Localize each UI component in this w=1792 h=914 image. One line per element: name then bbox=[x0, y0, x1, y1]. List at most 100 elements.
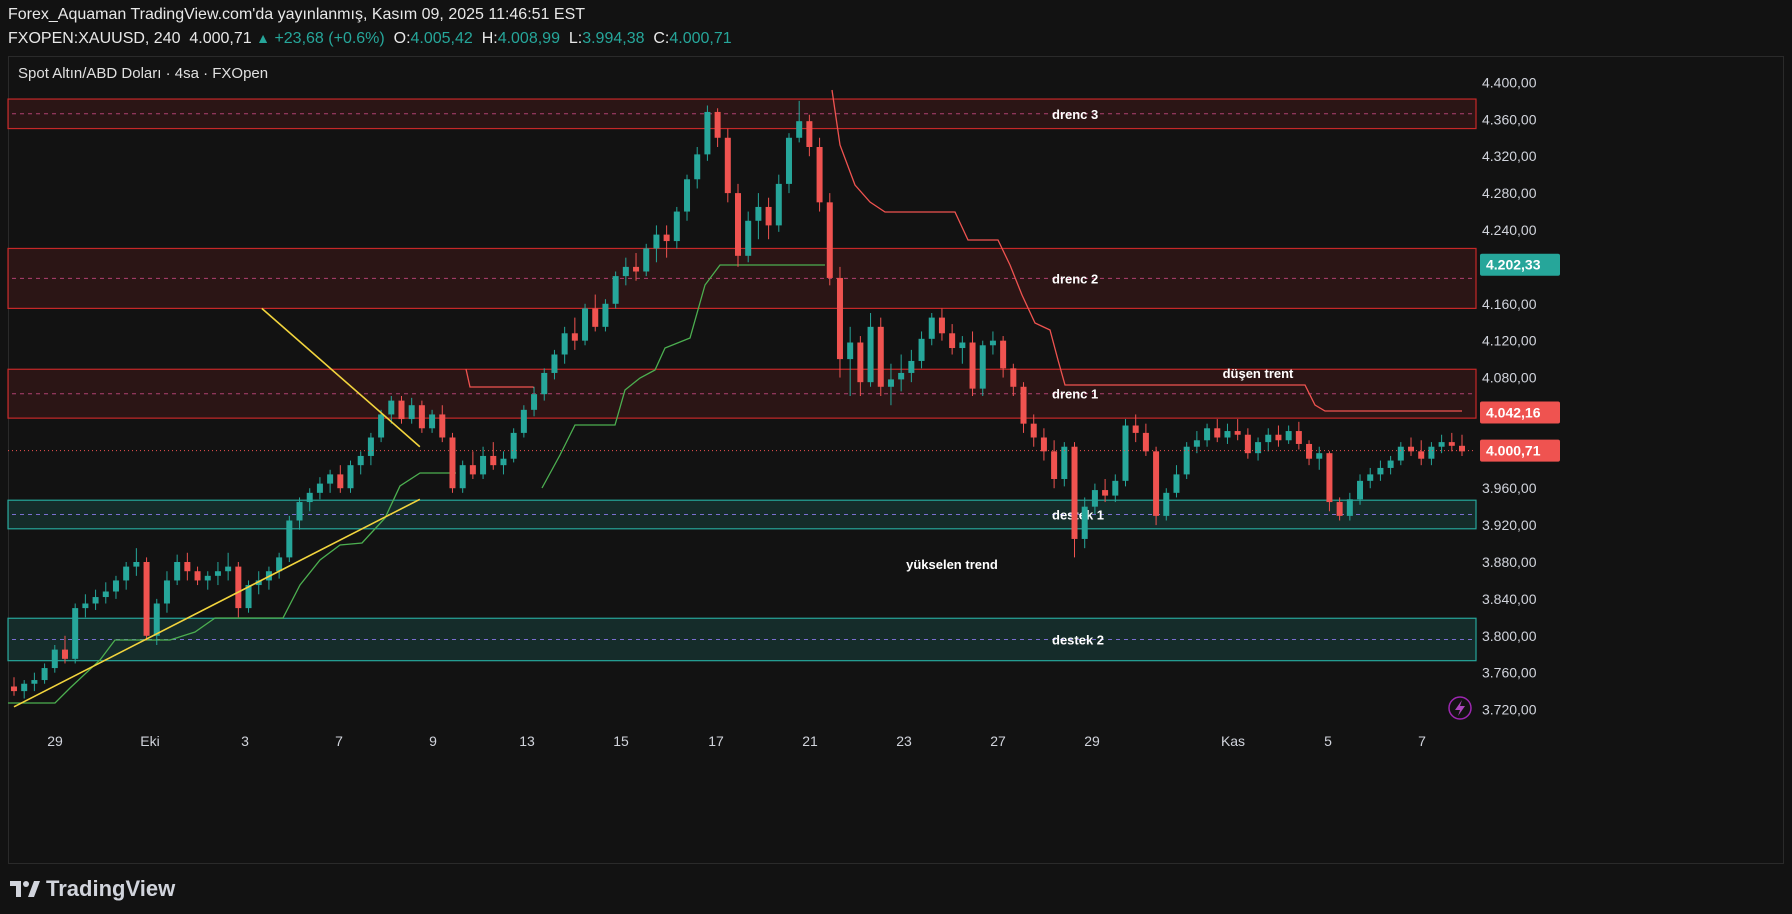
x-tick-label: 23 bbox=[896, 733, 912, 749]
close-label: C: bbox=[653, 30, 670, 47]
candle-body bbox=[102, 591, 109, 598]
x-tick-label: 3 bbox=[241, 733, 249, 749]
candle-body bbox=[673, 211, 680, 242]
candle-body bbox=[1448, 442, 1455, 446]
candle-body bbox=[1112, 480, 1119, 496]
candle-body bbox=[582, 308, 589, 341]
candle-body bbox=[184, 562, 191, 572]
chart-frame[interactable] bbox=[8, 56, 1784, 864]
y-tick-label: 3.720,00 bbox=[1482, 702, 1537, 718]
high-label: H: bbox=[481, 30, 498, 47]
candle-body bbox=[214, 571, 221, 576]
candle-body bbox=[1193, 440, 1200, 447]
up-arrow-icon: ▲ bbox=[256, 30, 270, 46]
y-tick-label: 4.360,00 bbox=[1482, 111, 1537, 127]
candle-body bbox=[82, 603, 89, 609]
price-label-box bbox=[1480, 253, 1560, 276]
candle-body bbox=[449, 437, 456, 489]
candle-body bbox=[510, 432, 517, 459]
candle-body bbox=[490, 455, 497, 466]
y-tick-label: 4.240,00 bbox=[1482, 222, 1537, 238]
candle-body bbox=[1091, 490, 1098, 507]
candle-body bbox=[469, 465, 476, 475]
candle-body bbox=[72, 608, 79, 659]
candle-body bbox=[694, 154, 701, 180]
price-label: 4.202,33 bbox=[1486, 257, 1541, 273]
candle-body bbox=[571, 333, 578, 341]
candle-body bbox=[500, 458, 507, 466]
candle-body bbox=[918, 338, 925, 361]
close-value: 4.000,71 bbox=[669, 30, 732, 47]
zone-label: destek 2 bbox=[1052, 632, 1104, 647]
candle-body bbox=[1051, 451, 1058, 479]
zone-label: drenc 1 bbox=[1052, 387, 1098, 402]
candle-body bbox=[21, 683, 28, 692]
ohlc-bar: FXOPEN:XAUUSD, 240 4.000,71 ▲ +23,68 (+0… bbox=[8, 30, 732, 48]
candle-body bbox=[1265, 434, 1272, 443]
lightning-icon bbox=[1455, 700, 1465, 716]
x-tick-label: 13 bbox=[519, 733, 535, 749]
x-tick-label: 29 bbox=[47, 733, 63, 749]
x-tick-label: 29 bbox=[1084, 733, 1100, 749]
price-label: 4.042,16 bbox=[1486, 404, 1541, 420]
ascending-trend-label: yükselen trend bbox=[906, 557, 998, 572]
y-tick-label: 4.280,00 bbox=[1482, 185, 1537, 201]
candle-body bbox=[255, 580, 262, 586]
candle-body bbox=[592, 308, 599, 327]
candle-body bbox=[989, 340, 996, 346]
candle-body bbox=[1020, 386, 1027, 424]
candle-body bbox=[1010, 368, 1017, 387]
candle-body bbox=[194, 571, 201, 581]
candle-body bbox=[1418, 451, 1425, 459]
ascending-trendline[interactable] bbox=[13, 498, 421, 708]
candle-body bbox=[684, 179, 691, 212]
candle-body bbox=[174, 562, 181, 581]
tradingview-logo[interactable]: TradingView bbox=[10, 876, 175, 902]
candle-body bbox=[938, 317, 945, 334]
candle-body bbox=[724, 137, 731, 194]
candle-body bbox=[1142, 432, 1149, 452]
candle-body bbox=[439, 414, 446, 438]
candle-body bbox=[643, 248, 650, 272]
candle-body bbox=[928, 317, 935, 339]
candle-body bbox=[1132, 425, 1139, 433]
candle-body bbox=[1214, 428, 1221, 438]
candle-body bbox=[520, 409, 527, 433]
symbol-label[interactable]: FXOPEN:XAUUSD, 240 bbox=[8, 30, 181, 47]
y-tick-label: 3.760,00 bbox=[1482, 665, 1537, 681]
x-tick-label: 17 bbox=[708, 733, 724, 749]
candle-body bbox=[561, 333, 568, 355]
x-tick-label: 27 bbox=[990, 733, 1006, 749]
candle-body bbox=[1459, 445, 1465, 452]
candle-body bbox=[112, 580, 119, 592]
candle-body bbox=[1255, 442, 1262, 454]
y-tick-label: 3.880,00 bbox=[1482, 554, 1537, 570]
candle-body bbox=[663, 234, 670, 242]
descending-trendline[interactable] bbox=[261, 307, 421, 448]
candle-body bbox=[775, 183, 782, 226]
candle-body bbox=[408, 405, 415, 420]
candle-body bbox=[133, 562, 140, 567]
candle-body bbox=[1367, 474, 1374, 481]
candle-body bbox=[612, 276, 619, 304]
low-value: 3.994,38 bbox=[582, 30, 645, 47]
candle-body bbox=[1183, 446, 1190, 475]
candle-body bbox=[143, 562, 150, 636]
candle-body bbox=[531, 394, 538, 410]
candle-body bbox=[602, 303, 609, 327]
candle-body bbox=[347, 465, 354, 489]
open-label: O: bbox=[393, 30, 411, 47]
candle-body bbox=[847, 342, 854, 360]
trailing-support-line-1 bbox=[8, 472, 456, 704]
y-tick-label: 3.920,00 bbox=[1482, 517, 1537, 533]
candle-body bbox=[204, 575, 211, 581]
candle-body bbox=[1071, 446, 1078, 539]
candle-body bbox=[1408, 446, 1415, 452]
candle-body bbox=[1163, 492, 1170, 516]
candle-body bbox=[41, 668, 48, 681]
candle-body bbox=[765, 206, 772, 226]
candle-body bbox=[1122, 425, 1129, 481]
candle-body bbox=[327, 474, 334, 484]
alert-lightning-icon[interactable] bbox=[1448, 696, 1472, 720]
